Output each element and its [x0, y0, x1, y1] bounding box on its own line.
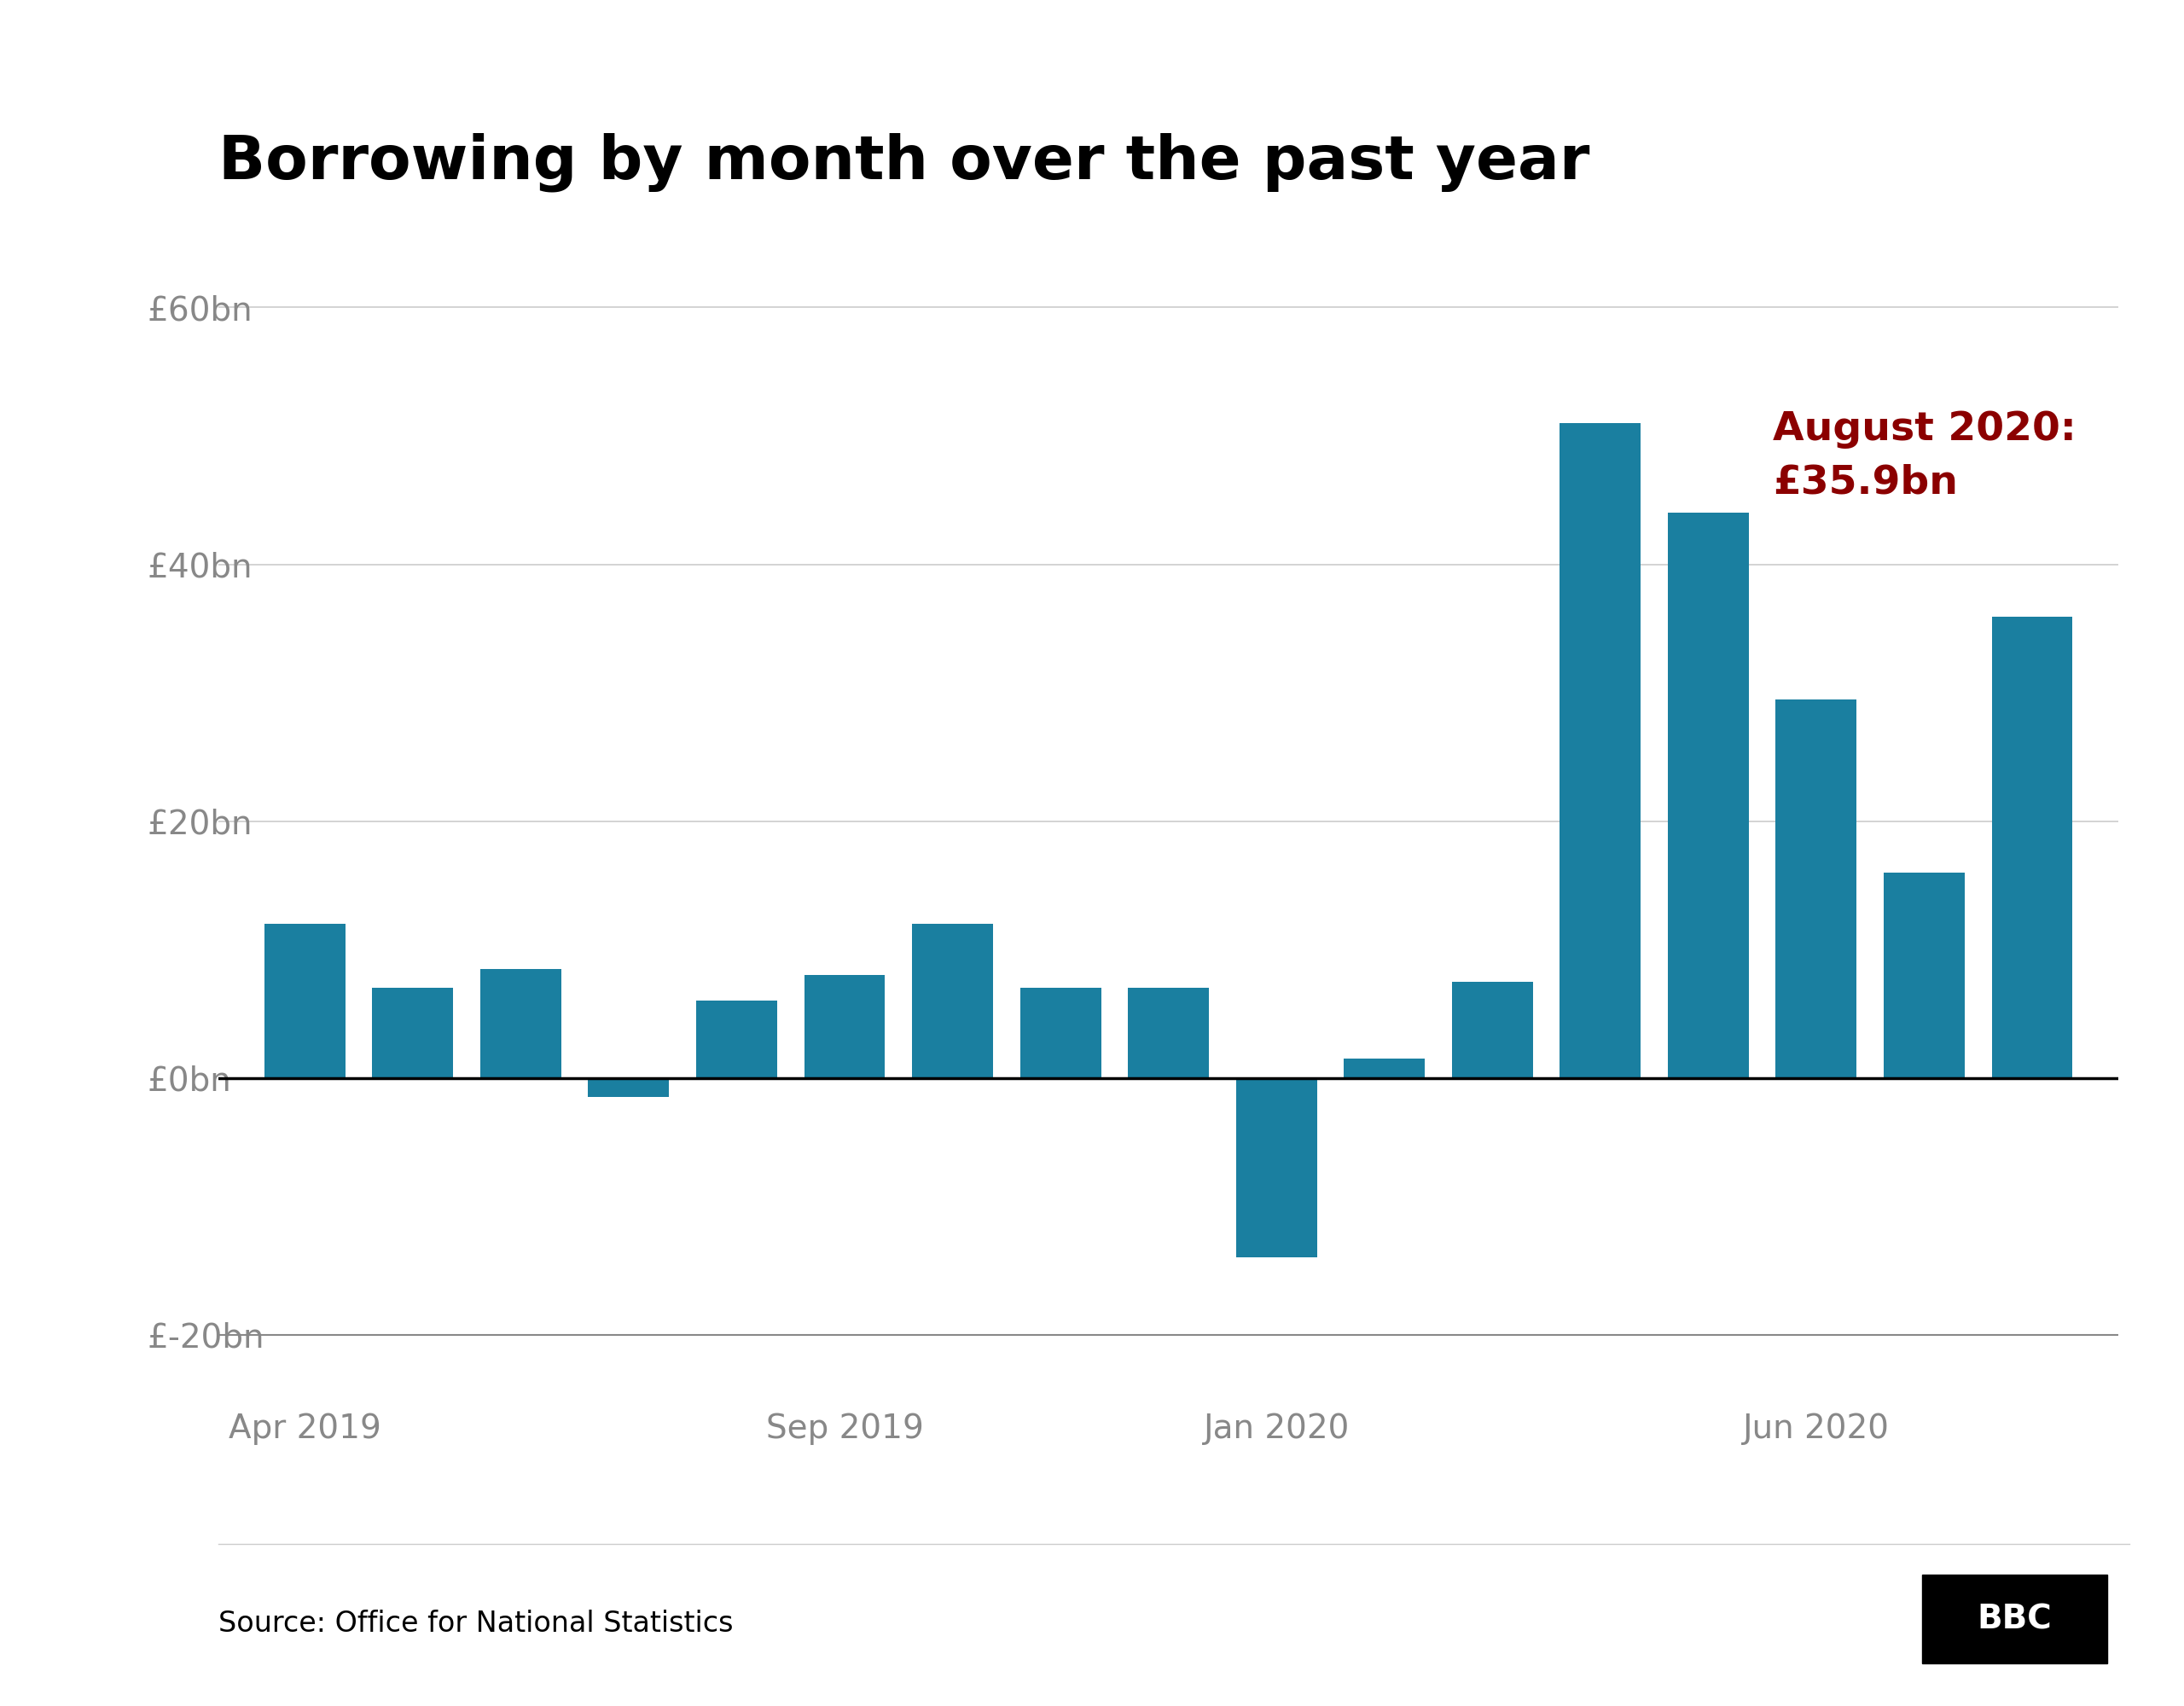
Bar — [1669, 514, 1749, 1078]
Text: Borrowing by month over the past year: Borrowing by month over the past year — [218, 133, 1590, 191]
Bar — [1452, 981, 1533, 1078]
Bar — [1992, 618, 2073, 1078]
Bar — [1127, 988, 1210, 1078]
Bar — [697, 1001, 778, 1078]
Text: Source: Office for National Statistics: Source: Office for National Statistics — [218, 1610, 734, 1638]
Bar — [1883, 872, 1966, 1078]
Bar — [587, 1078, 668, 1097]
Bar — [1559, 423, 1640, 1078]
Bar — [480, 969, 561, 1078]
Bar — [804, 976, 885, 1078]
Bar — [371, 988, 454, 1078]
Bar — [1343, 1059, 1424, 1078]
Bar — [1020, 988, 1101, 1078]
Text: August 2020:
£35.9bn: August 2020: £35.9bn — [1773, 409, 2077, 502]
Bar — [1776, 699, 1856, 1078]
Bar — [1236, 1078, 1317, 1257]
Bar — [264, 925, 345, 1078]
Text: BBC: BBC — [1977, 1604, 2053, 1634]
Bar — [913, 925, 994, 1078]
